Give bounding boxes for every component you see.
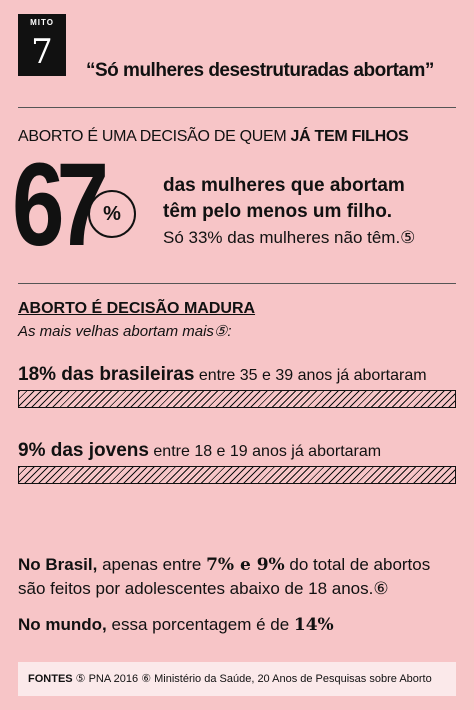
text: No Brasil,: [18, 555, 98, 574]
divider: [18, 107, 456, 108]
bar-caption: 18% das brasileiras entre 35 e 39 anos j…: [18, 364, 427, 386]
bar-rest: entre 18 e 19 anos já abortaram: [148, 443, 382, 460]
text: do total de abortos: [284, 555, 431, 574]
text: 14%: [293, 615, 334, 635]
paragraph: No mundo, essa porcentagem é de 14%: [18, 615, 334, 635]
badge-label: MITO: [30, 18, 54, 27]
stat-line: Só 33% das mulheres não têm.⑤: [163, 228, 416, 247]
paragraph: são feitos por adolescentes abaixo de 18…: [18, 579, 389, 598]
divider: [18, 283, 456, 284]
stat-line: das mulheres que abortam: [163, 175, 405, 196]
percent-circle: %: [88, 190, 136, 238]
subheading: As mais velhas abortam mais⑤:: [18, 323, 232, 340]
section-heading: ABORTO É UMA DECISÃO DE QUEM JÁ TEM FILH…: [18, 128, 409, 146]
bar-lead: 18% das brasileiras: [18, 364, 195, 385]
footer-text: ⑤ PNA 2016 ⑥ Ministério da Saúde, 20 Ano…: [72, 673, 432, 685]
text: apenas entre: [97, 555, 207, 574]
text: 7% e 9%: [206, 555, 285, 575]
section-heading: ABORTO É DECISÃO MADURA: [18, 300, 256, 317]
badge: MITO 7: [18, 14, 66, 76]
badge-number: 7: [31, 32, 53, 72]
footer-label: FONTES: [28, 673, 73, 685]
bar-caption: 9% das jovens entre 18 e 19 anos já abor…: [18, 440, 381, 462]
text: essa porcentagem é de: [106, 615, 294, 634]
text: No mundo,: [18, 615, 107, 634]
footer: FONTES ⑤ PNA 2016 ⑥ Ministério da Saúde,…: [18, 662, 456, 696]
big-number: 67: [12, 139, 109, 271]
stat-line: têm pelo menos um filho.: [163, 201, 393, 222]
heading-text: ABORTO É UMA DECISÃO DE QUEM: [18, 128, 291, 145]
paragraph: No Brasil, apenas entre 7% e 9% do total…: [18, 555, 430, 575]
bar-track: [18, 390, 456, 408]
bar-track: [18, 466, 456, 484]
bar-rest: entre 35 e 39 anos já abortaram: [194, 367, 427, 384]
heading-bold: JÁ TEM FILHOS: [290, 128, 409, 145]
quote: “Só mulheres desestruturadas abortam”: [86, 60, 434, 81]
bar-lead: 9% das jovens: [18, 440, 149, 461]
